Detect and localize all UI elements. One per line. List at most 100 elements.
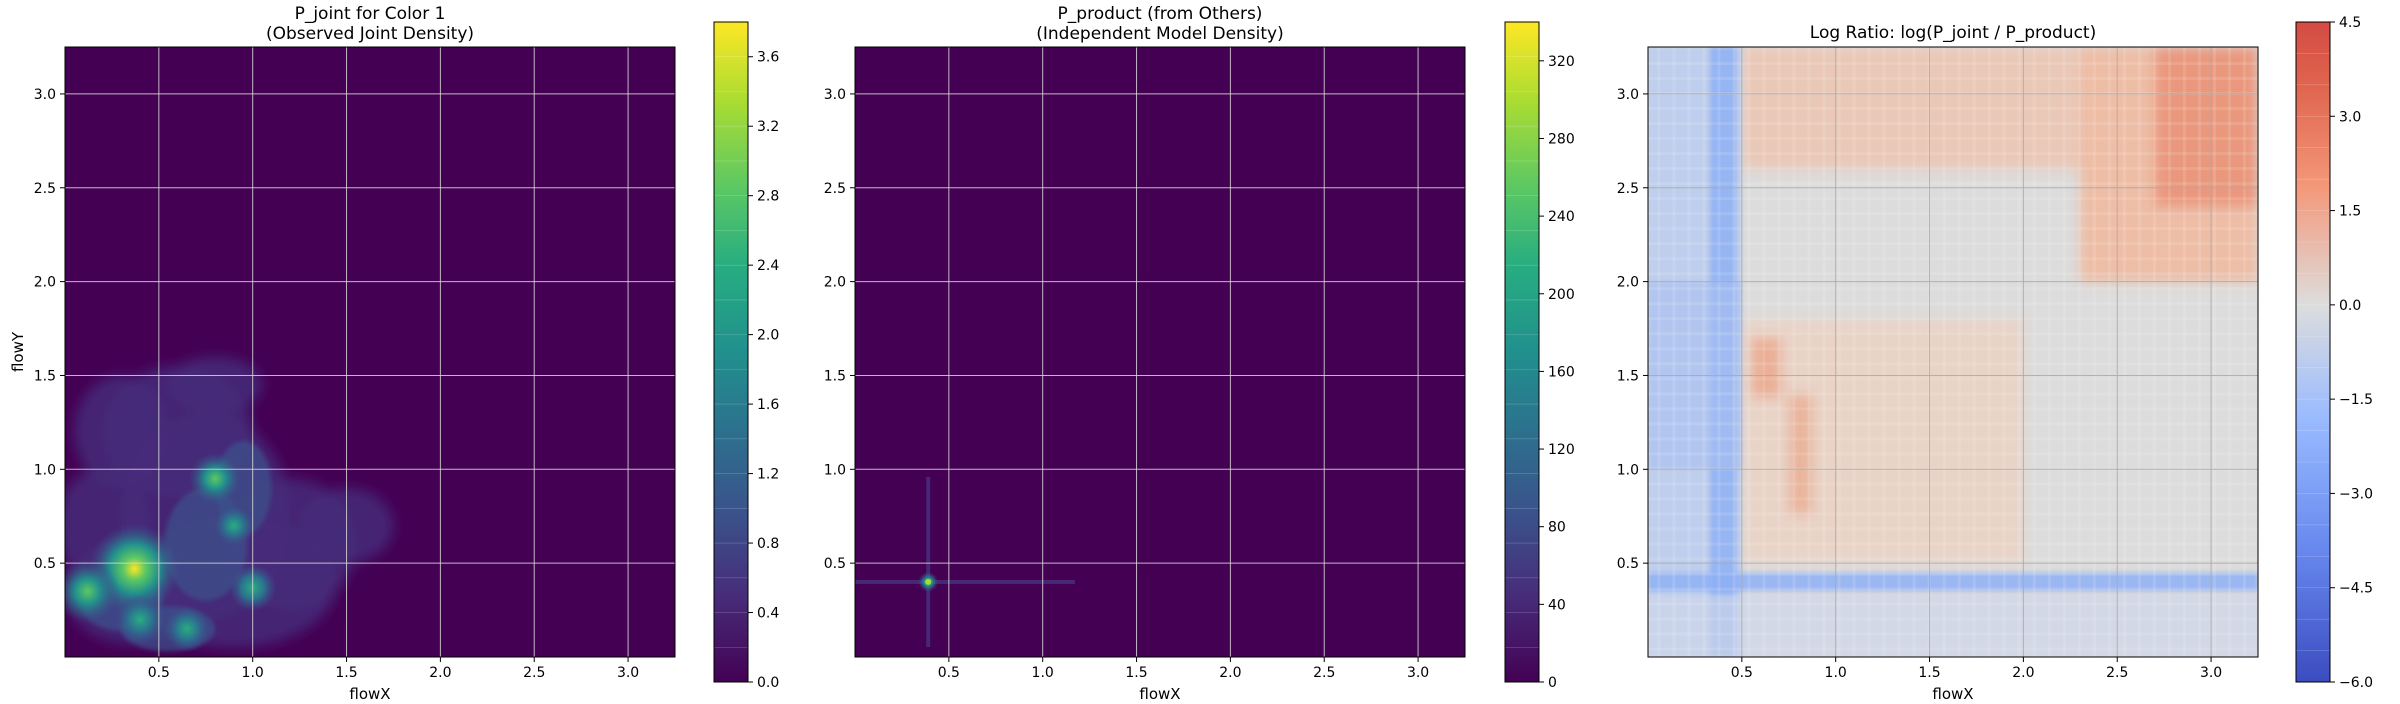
y-tick-label: 3.0 (1617, 87, 1639, 103)
colorbar-tick-label: 3.2 (757, 119, 779, 135)
positive-region (1788, 394, 1813, 515)
texture-band (2077, 47, 2081, 657)
colorbar-tick-label: −4.5 (2339, 581, 2373, 597)
texture-band (1648, 317, 2258, 321)
colorbar-tick-label: 40 (1548, 597, 1566, 613)
colorbar-tick-label: 1.5 (2339, 204, 2361, 220)
y-tick-label: 1.5 (1617, 368, 1639, 384)
texture-band (1648, 347, 2258, 351)
colorbar-tick-label: 1.2 (757, 467, 779, 483)
texture-band (1648, 362, 2258, 366)
negative-region (1648, 595, 2258, 657)
colorbar-tick-label: 160 (1548, 364, 1575, 380)
texture-band (1648, 602, 2258, 606)
chart-panel-3: 0.5 1.0 1.5 2.0 2.5 3.0 0.5 1.0 1.5 2.0 2.5 3.0 flow… (1617, 15, 2373, 703)
y-tick-label: 1.5 (824, 368, 846, 384)
colorbar-tick-label: 280 (1548, 131, 1575, 147)
x-tick-label: 3.0 (1407, 665, 1429, 681)
y-tick-label: 2.5 (824, 181, 846, 197)
texture-band (1672, 47, 1676, 657)
y-tick-label: 3.0 (34, 87, 56, 103)
colorbar-tick-label: 3.0 (2339, 109, 2361, 125)
texture-band (1657, 47, 1661, 657)
y-tick-label: 2.5 (1617, 181, 1639, 197)
y-tick-label: 1.0 (1617, 462, 1639, 478)
colorbar-tick-label: 1.6 (757, 397, 779, 413)
texture-band (1732, 47, 1736, 657)
colorbar-tick-label: 0.0 (2339, 298, 2361, 314)
colorbar-tick-label: −1.5 (2339, 392, 2373, 408)
texture-band (1648, 167, 2258, 171)
texture-band (1822, 47, 1826, 657)
texture-band (1687, 47, 1691, 657)
x-tick-label: 3.0 (2200, 665, 2222, 681)
texture-band (1648, 332, 2258, 336)
texture-band (1747, 47, 1751, 657)
positive-region (1751, 337, 1782, 398)
chart-subtitle: (Observed Joint Density) (266, 24, 474, 44)
texture-band (1648, 272, 2258, 276)
texture-band (1648, 557, 2258, 561)
texture-band (2197, 47, 2201, 657)
density-peak (188, 452, 242, 506)
colorbar-tick-label: 2.0 (757, 328, 779, 344)
x-tick-label: 1.5 (335, 665, 357, 681)
y-tick-label: 0.5 (1617, 556, 1639, 572)
texture-band (1648, 632, 2258, 636)
x-axis-label: flowX (349, 685, 390, 700)
x-tick-label: 2.5 (2106, 665, 2128, 681)
texture-band (1648, 287, 2258, 291)
texture-band (1648, 392, 2258, 396)
colorbar-frame (2295, 21, 2331, 683)
texture-band (1648, 242, 2258, 246)
colorbar-tick-label: 4.5 (2339, 15, 2361, 31)
texture-band (1648, 377, 2258, 381)
colorbar-tick-label: 80 (1548, 520, 1566, 536)
texture-band (1648, 407, 2258, 411)
texture-band (1648, 497, 2258, 501)
y-tick-label: 2.0 (34, 275, 56, 291)
colorbar-tick-label: −6.0 (2339, 675, 2373, 691)
texture-band (1648, 482, 2258, 486)
x-axis-label: flowX (1932, 685, 1973, 700)
y-tick-label: 1.0 (34, 462, 56, 478)
grid-lines (855, 47, 1465, 657)
texture-band (1648, 62, 2258, 66)
texture-band (1648, 182, 2258, 186)
y-tick-label: 0.5 (34, 556, 56, 572)
texture-band (1957, 47, 1961, 657)
colorbar: 0.0 0.4 0.8 1.2 1.6 2.0 2.4 2.8 3.2 3.6 (713, 21, 779, 691)
colorbar-tick-label: 3.6 (757, 50, 779, 66)
x-tick-label: 0.5 (148, 665, 170, 681)
texture-band (1648, 197, 2258, 201)
texture-band (2002, 47, 2006, 657)
x-tick-label: 2.5 (1313, 665, 1335, 681)
colorbar-tick-label: 320 (1548, 54, 1575, 70)
colorbar-gradient (1505, 22, 1539, 682)
texture-band (1807, 47, 1811, 657)
texture-band (1702, 47, 1706, 657)
texture-band (2167, 47, 2171, 657)
texture-band (1717, 47, 1721, 657)
texture-band (1987, 47, 1991, 657)
texture-band (2152, 47, 2156, 657)
texture-band (2092, 47, 2096, 657)
x-tick-label: 2.5 (523, 665, 545, 681)
colorbar-gradient (2296, 22, 2330, 682)
texture-band (1867, 47, 1871, 657)
grid-lines (65, 47, 675, 657)
texture-band (2182, 47, 2186, 657)
x-tick-label: 1.0 (242, 665, 264, 681)
texture-band (1648, 452, 2258, 456)
x-tick-label: 0.5 (1731, 665, 1753, 681)
texture-band (1648, 227, 2258, 231)
plot-area (855, 47, 1465, 657)
heatmap-background (855, 47, 1465, 657)
texture-band (1897, 47, 1901, 657)
texture-band (2137, 47, 2141, 657)
texture-band (1648, 212, 2258, 216)
texture-band (1648, 137, 2258, 141)
texture-band (1648, 77, 2258, 81)
